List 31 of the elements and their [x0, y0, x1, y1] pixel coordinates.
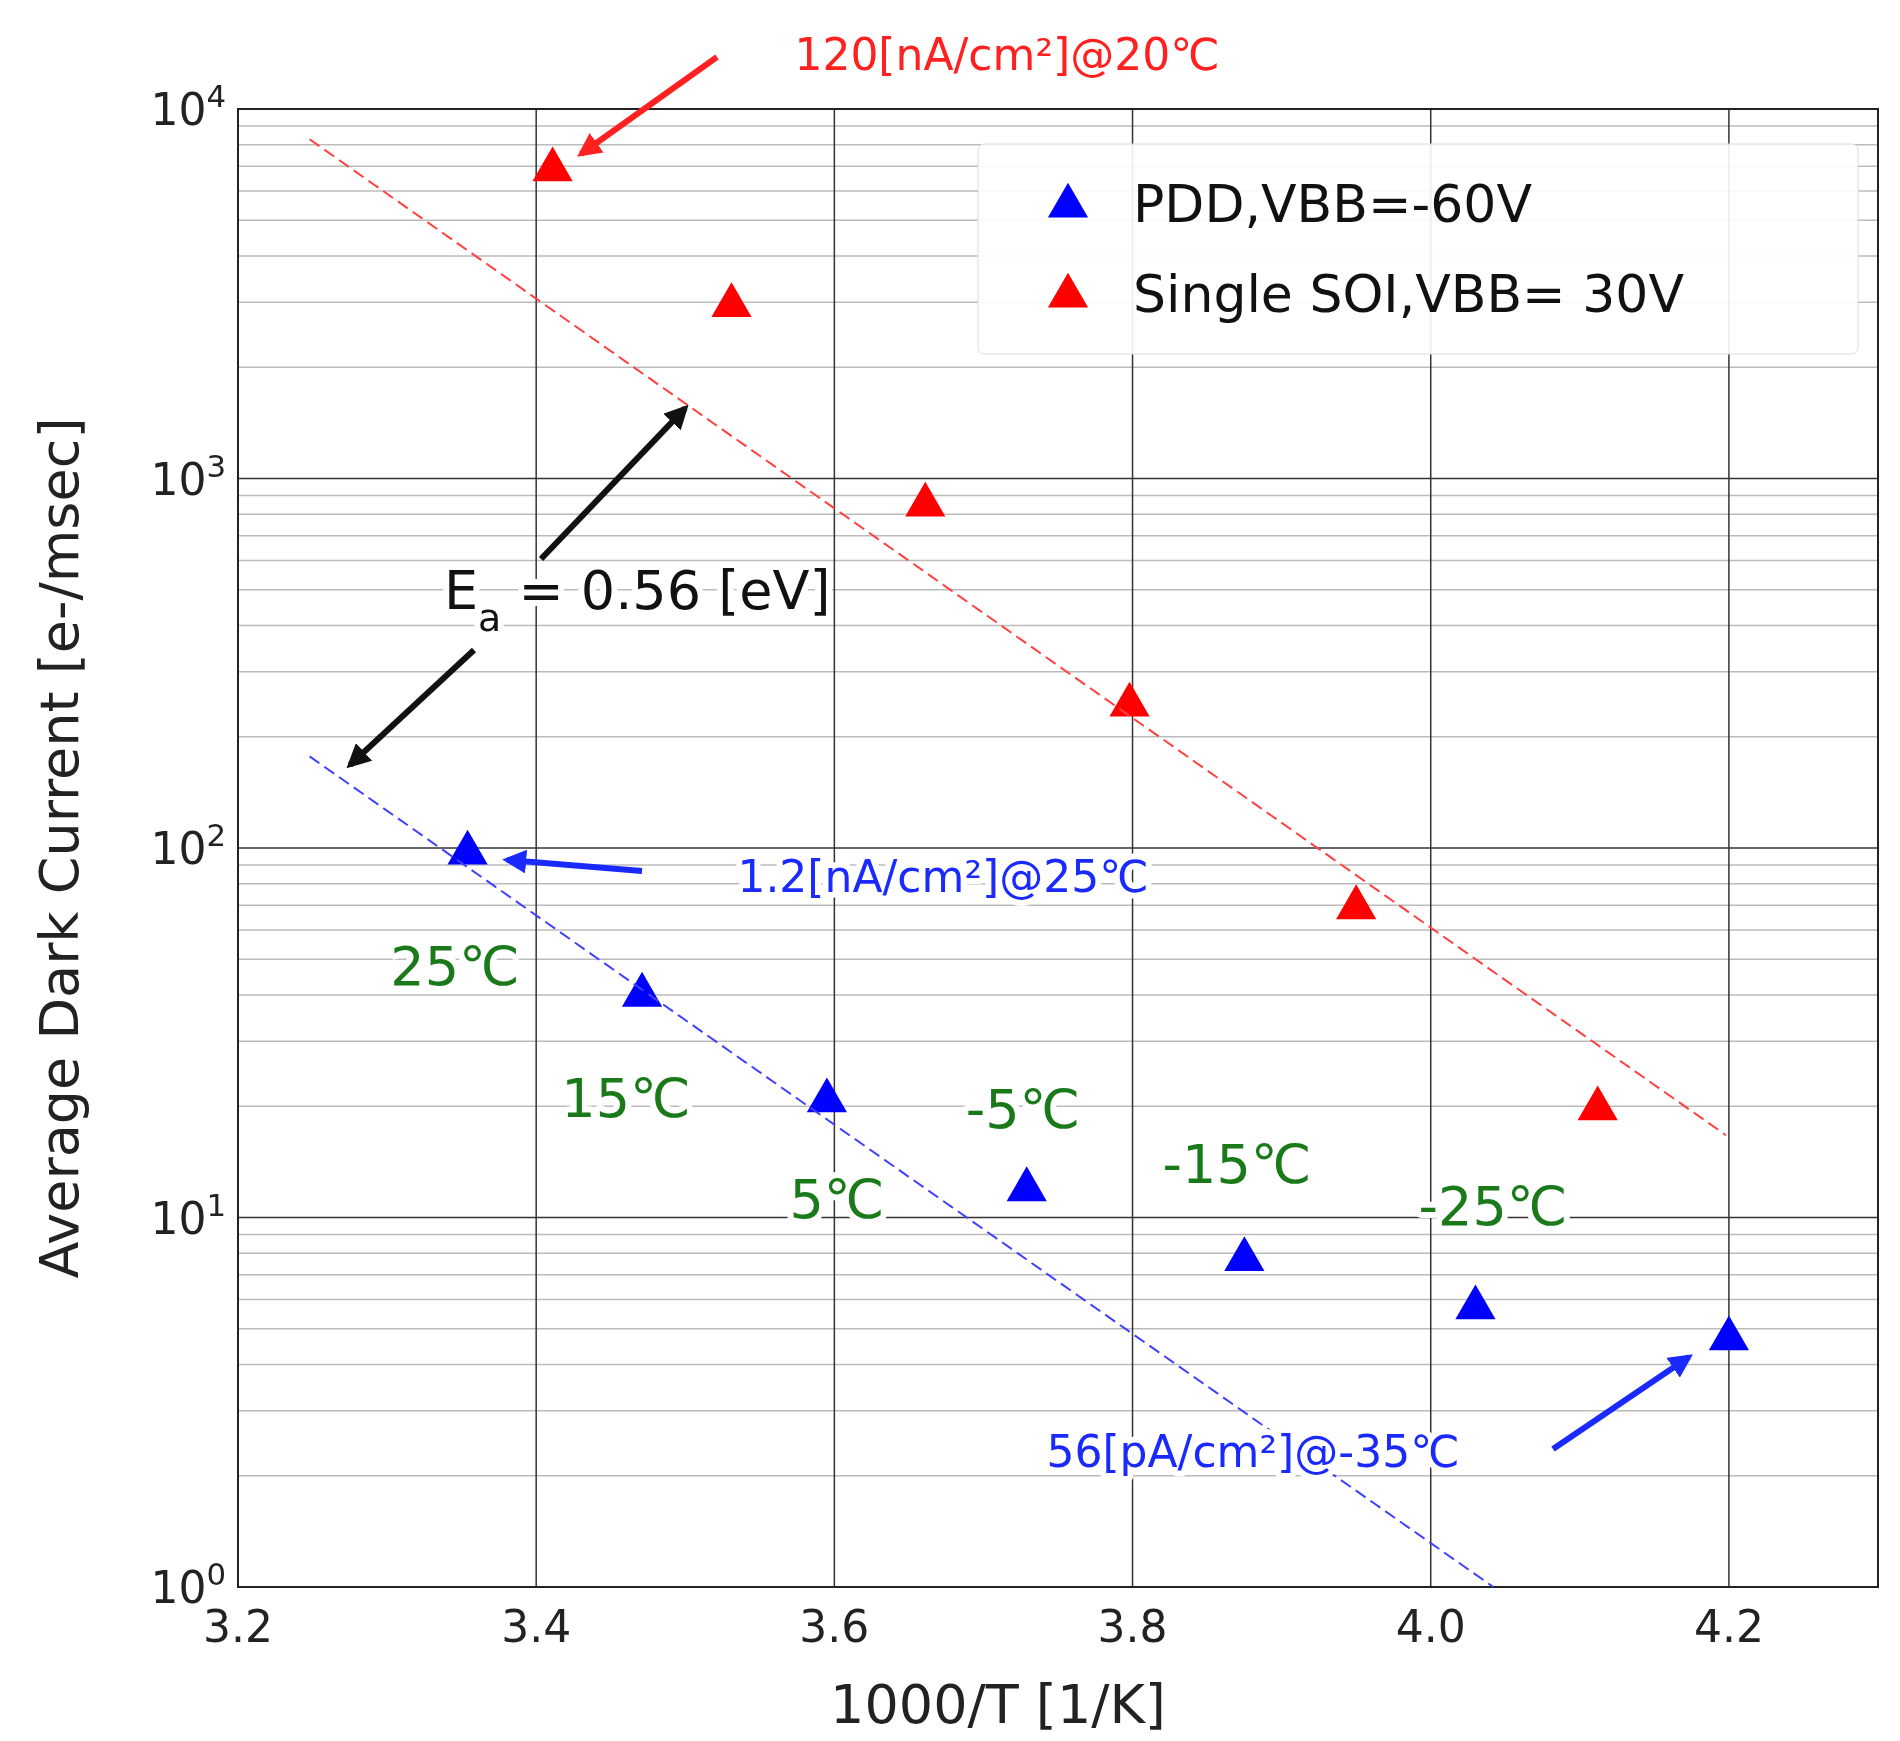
point [711, 282, 752, 318]
point [447, 829, 488, 865]
x-tick-label: 3.6 [799, 1601, 870, 1652]
point [621, 971, 663, 1007]
x-tick-label: 3.4 [501, 1601, 572, 1652]
point [1577, 1085, 1618, 1121]
annotation: -15℃ [1162, 1132, 1312, 1196]
y-tick-label: 10$^{2}$ [150, 817, 226, 874]
annotation: 25℃ [390, 934, 520, 998]
point [1455, 1284, 1496, 1320]
text: 120[nA/cm²]@20℃ [794, 29, 1220, 81]
annotation: 15℃ [561, 1066, 691, 1130]
x-axis-title: 1000/T [1/K] [830, 1673, 1166, 1736]
point [1336, 884, 1377, 920]
point [1224, 1236, 1265, 1272]
point [806, 1077, 848, 1113]
point [1708, 1315, 1750, 1351]
y-tick-label: 10$^{1}$ [150, 1186, 226, 1244]
y-axis-title: Average Dark Current [e-/msec] [28, 417, 91, 1279]
point [1006, 1166, 1047, 1202]
point [532, 146, 573, 182]
point [1109, 681, 1150, 717]
y-tick-label: 10$^{3}$ [150, 447, 226, 505]
annotation: -5℃ [965, 1077, 1081, 1141]
x-tick-label: 4.2 [1693, 1601, 1764, 1652]
legend-label: Single SOI,VBB= 30V [1133, 264, 1685, 324]
legend-label: PDD,VBB=-60V [1133, 174, 1533, 234]
x-tick-label: 4.0 [1395, 1601, 1466, 1652]
y-tick-label: 10$^{4}$ [150, 78, 226, 135]
x-tick-label: 3.8 [1097, 1601, 1168, 1652]
point [905, 481, 946, 517]
